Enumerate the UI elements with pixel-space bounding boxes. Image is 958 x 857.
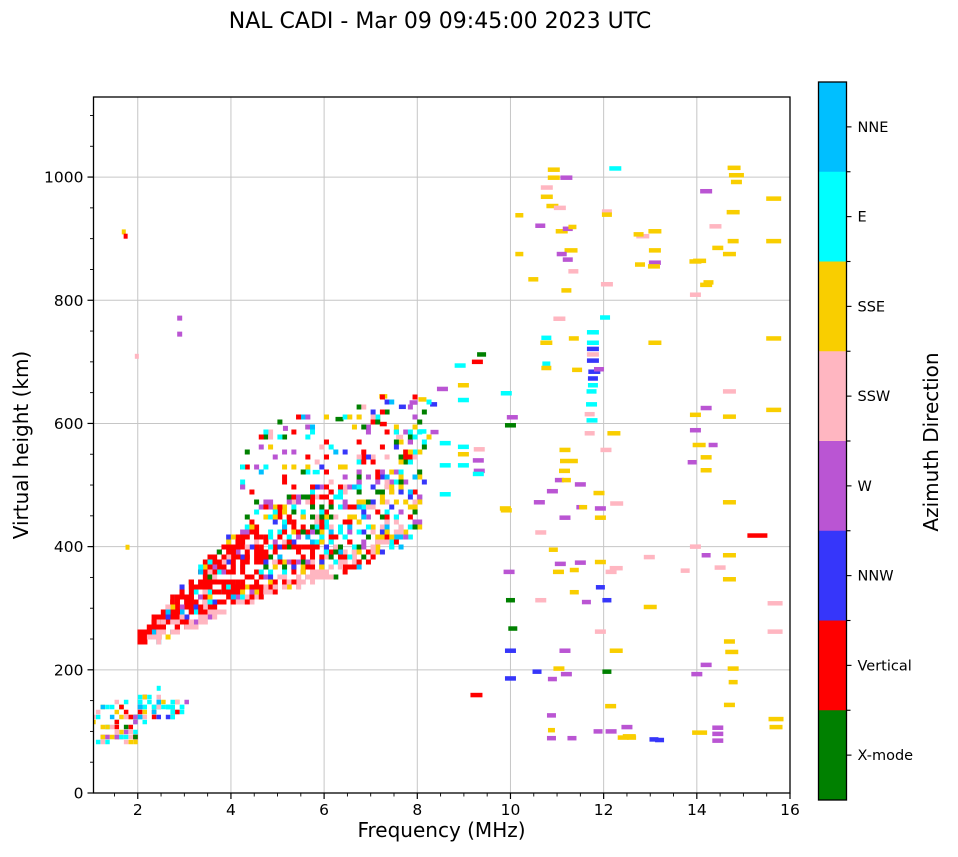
y-tick-label: 1000 — [44, 169, 83, 187]
colorbar-tick-label: SSW — [858, 389, 891, 405]
y-tick-label: 200 — [54, 661, 84, 679]
x-tick-label: 8 — [412, 801, 422, 819]
colorbar-label: Azimuth Direction — [919, 352, 943, 532]
colorbar-tick-label: E — [858, 210, 867, 226]
axes: 2 4 6 8 10 12 14 16 0 200 400 600 800 1000 — [44, 96, 800, 819]
x-tick-label: 16 — [780, 801, 800, 819]
y-tick-label: 600 — [54, 415, 84, 433]
colorbar-segment-sse — [818, 261, 847, 352]
colorbar-tick-label: W — [858, 479, 872, 495]
colorbar-tick-label: Vertical — [858, 658, 912, 674]
colorbar: NNE E SSE SSW W NNW Vertical X-mode — [817, 81, 914, 801]
colorbar-tick-label: NNE — [858, 120, 889, 136]
scatter-points — [93, 165, 784, 745]
colorbar-segment-vertical — [818, 620, 847, 711]
colorbar-segment-nnw — [818, 530, 847, 621]
colorbar-tick-label: SSE — [858, 299, 886, 315]
y-tick-label: 800 — [54, 292, 84, 310]
x-tick-label: 12 — [594, 801, 614, 819]
x-tick-label: 6 — [319, 801, 329, 819]
colorbar-segment-ssw — [818, 351, 847, 442]
colorbar-segment-nne — [818, 82, 847, 173]
colorbar-segment-w — [818, 441, 847, 532]
y-axis-label: Virtual height (km) — [9, 350, 33, 540]
x-tick-label: 4 — [226, 801, 236, 819]
colorbar-segment-x-mode — [818, 710, 847, 801]
chart-title: NAL CADI - Mar 09 09:45:00 2023 UTC — [228, 9, 652, 34]
x-tick-label: 10 — [501, 801, 521, 819]
y-tick-label: 0 — [74, 785, 84, 803]
x-axis-label: Frequency (MHz) — [357, 818, 526, 842]
y-tick-label: 400 — [54, 538, 84, 556]
colorbar-segment-e — [818, 171, 847, 262]
x-tick-label: 14 — [687, 801, 707, 819]
colorbar-tick-label: NNW — [858, 569, 894, 585]
x-tick-label: 2 — [133, 801, 143, 819]
colorbar-tick-label: X-mode — [858, 748, 914, 764]
